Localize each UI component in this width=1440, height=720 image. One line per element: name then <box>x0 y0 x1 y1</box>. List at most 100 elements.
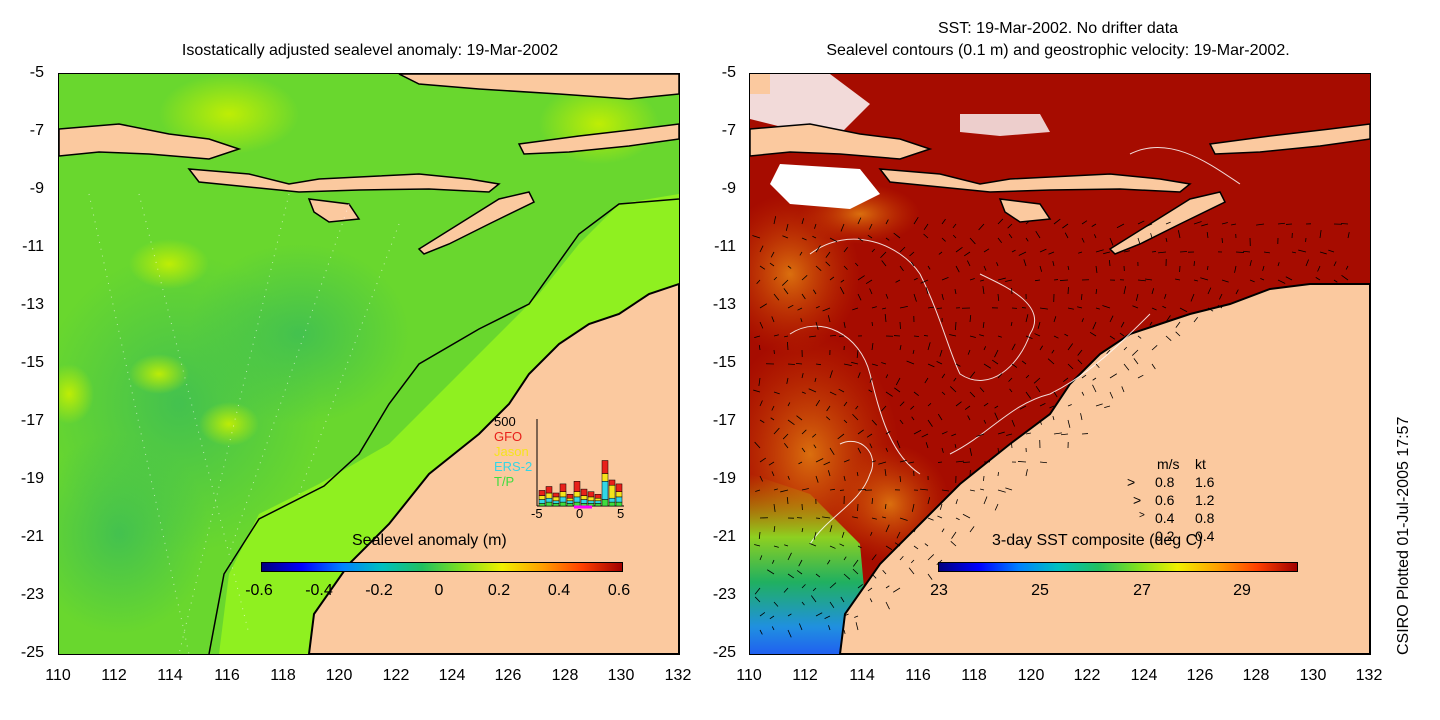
velocity-vector <box>909 251 915 257</box>
velocity-vector <box>796 415 803 421</box>
velocity-vector <box>771 316 775 323</box>
velocity-vector <box>913 545 919 550</box>
velocity-vector <box>1137 335 1142 339</box>
velocity-vector <box>801 488 809 491</box>
legend-kt-1: 1.2 <box>1195 492 1215 508</box>
velocity-vector <box>1005 487 1013 491</box>
velocity-vector <box>1319 251 1327 255</box>
velocity-vector <box>857 545 862 549</box>
inset-bar-segment <box>580 495 588 500</box>
inset-bar-segment <box>615 496 623 503</box>
velocity-vector <box>997 335 1002 338</box>
velocity-vector <box>1049 405 1055 409</box>
velocity-vector <box>1285 276 1293 281</box>
velocity-vector <box>1077 349 1083 356</box>
velocity-vector <box>759 612 766 617</box>
left-ytick-8: -21 <box>20 528 44 545</box>
inset-bar-segment <box>559 501 567 507</box>
inset-bar-segment <box>601 473 609 482</box>
velocity-vector <box>785 223 789 231</box>
inset-bar-segment <box>608 497 616 503</box>
velocity-vector <box>885 447 888 452</box>
right-ytick-6: -17 <box>712 412 736 429</box>
velocity-vector <box>893 232 901 239</box>
right-xtick-10: 130 <box>1299 667 1327 684</box>
velocity-vector <box>969 278 975 281</box>
inset-bar-segment <box>552 492 560 498</box>
velocity-vector <box>983 248 990 253</box>
velocity-vector <box>829 370 833 379</box>
velocity-vector <box>773 391 780 395</box>
inset-bar-segment <box>545 497 553 503</box>
velocity-vector <box>759 475 763 482</box>
velocity-vector <box>1175 278 1181 281</box>
velocity-vector <box>843 556 847 561</box>
velocity-vector <box>880 251 887 259</box>
velocity-vector <box>1067 404 1072 407</box>
velocity-vector <box>936 361 943 365</box>
velocity-vector <box>994 412 999 421</box>
velocity-vector <box>884 503 887 510</box>
velocity-vector <box>770 417 775 421</box>
velocity-vector <box>801 429 807 435</box>
legend-ers2: ERS-2 <box>494 459 533 474</box>
velocity-vector <box>913 217 919 225</box>
inset-bar-segment <box>608 484 616 499</box>
velocity-vector <box>1109 315 1114 323</box>
velocity-vector <box>783 288 789 295</box>
velocity-vector <box>796 570 803 575</box>
velocity-vector <box>1095 249 1104 253</box>
inset-histogram <box>536 419 624 509</box>
velocity-vector <box>885 585 890 589</box>
velocity-vector <box>923 335 929 337</box>
velocity-vector <box>759 629 763 635</box>
velocity-vector <box>1011 343 1016 351</box>
velocity-vector <box>787 573 795 579</box>
velocity-vector <box>910 261 915 267</box>
velocity-vector <box>773 503 776 512</box>
velocity-vector <box>951 531 957 539</box>
velocity-vector <box>1109 391 1114 399</box>
velocity-vector <box>1081 391 1085 396</box>
velocity-vector <box>1062 223 1069 229</box>
velocity-vector <box>955 517 960 521</box>
velocity-vector <box>797 307 803 311</box>
velocity-vector <box>967 349 971 355</box>
velocity-vector <box>840 279 845 283</box>
velocity-vector <box>771 626 775 631</box>
velocity-vector <box>773 601 779 607</box>
velocity-vector <box>884 469 887 477</box>
velocity-vector <box>787 265 792 269</box>
velocity-vector <box>967 415 971 421</box>
velocity-vector <box>939 349 943 357</box>
velocity-vector <box>941 293 944 300</box>
velocity-vector <box>941 237 946 242</box>
velocity-vector <box>754 441 761 449</box>
velocity-vector <box>885 431 891 435</box>
velocity-vector <box>1021 360 1027 365</box>
left-ytick-5: -15 <box>20 354 44 371</box>
inset-bar-segment <box>552 503 560 507</box>
velocity-vector <box>983 363 991 369</box>
velocity-vector <box>967 260 971 267</box>
velocity-vector <box>1037 321 1041 329</box>
velocity-vector <box>825 261 831 267</box>
inset-bar-segment <box>601 499 609 507</box>
sst-map-graphic <box>750 74 1370 654</box>
velocity-vector <box>782 235 789 239</box>
velocity-vector <box>1221 222 1228 225</box>
velocity-vector <box>756 279 761 284</box>
velocity-vector <box>950 541 957 547</box>
velocity-vector <box>1207 287 1212 295</box>
velocity-vector <box>787 341 789 351</box>
velocity-vector <box>1109 237 1114 246</box>
velocity-vector <box>1059 279 1069 281</box>
velocity-vector <box>787 613 792 617</box>
velocity-vector <box>1019 405 1027 410</box>
legend-kt-0: 1.6 <box>1195 474 1215 490</box>
velocity-vector <box>1123 250 1130 253</box>
velocity-vector <box>997 277 1006 281</box>
velocity-vector <box>1008 233 1013 239</box>
velocity-vector <box>843 265 848 270</box>
velocity-vector <box>773 488 778 491</box>
